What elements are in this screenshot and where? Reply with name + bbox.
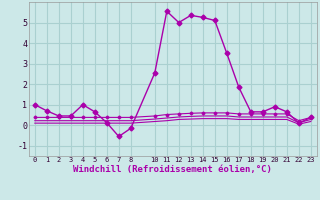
X-axis label: Windchill (Refroidissement éolien,°C): Windchill (Refroidissement éolien,°C) xyxy=(73,165,272,174)
